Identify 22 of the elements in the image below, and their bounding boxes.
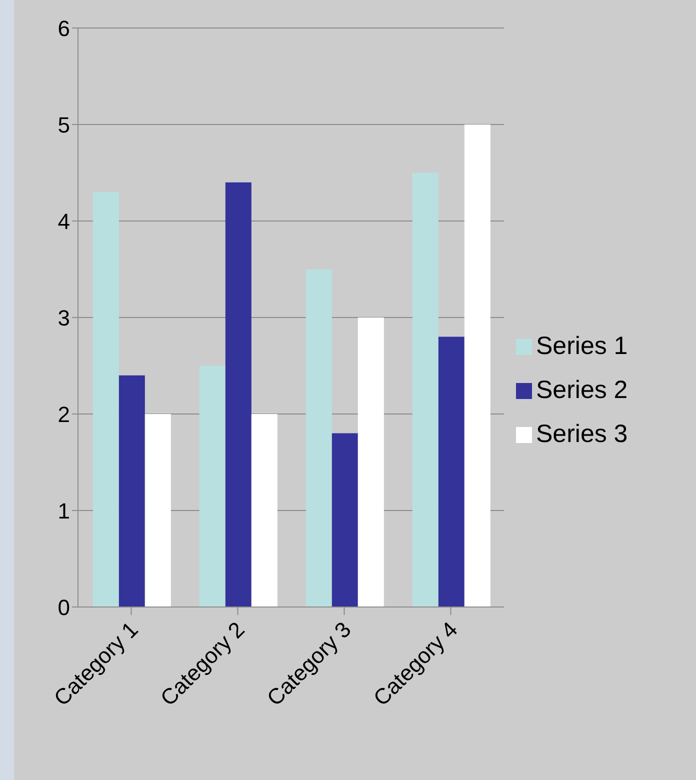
bar [144,414,171,607]
y-tick-label: 5 [58,112,70,138]
bar [438,336,464,607]
bar [118,375,145,607]
bar [332,433,358,607]
bar [412,172,438,607]
bar [199,366,226,607]
legend-label: Series 1 [536,332,628,360]
y-tick-label: 2 [58,402,70,427]
y-tick-label: 0 [58,594,70,620]
bar [358,318,384,607]
bar [306,269,332,607]
legend-label: Series 2 [536,376,628,404]
y-tick-label: 6 [58,16,70,41]
bar [464,124,490,607]
y-tick-label: 1 [58,498,70,524]
y-tick-label: 4 [58,208,70,234]
bar [225,182,252,607]
bar [251,414,278,607]
y-tick-label: 3 [58,305,70,330]
legend-label: Series 3 [536,420,628,448]
bar [92,192,119,607]
